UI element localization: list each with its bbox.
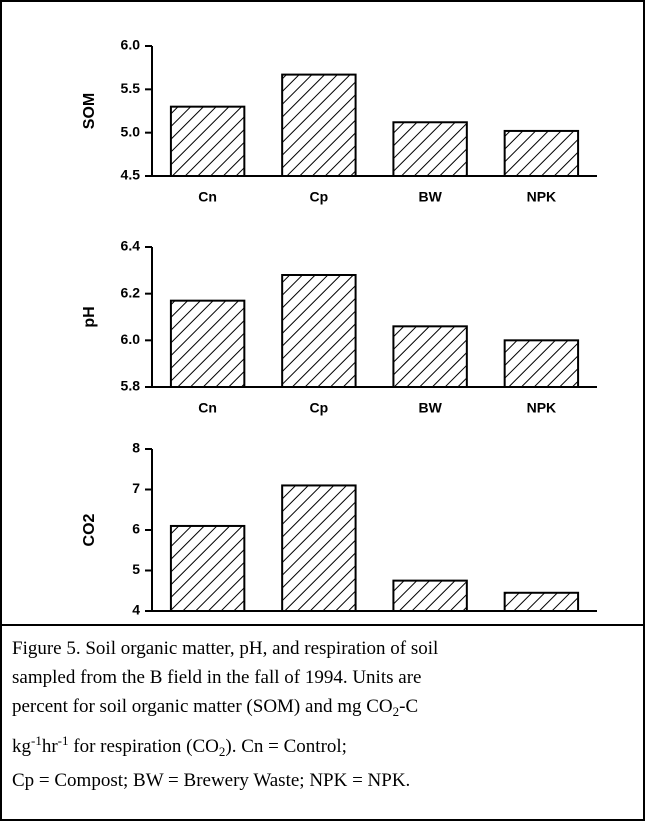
caption: Figure 5. Soil organic matter, pH, and r…: [2, 624, 643, 803]
caption-text: percent for soil organic matter (SOM) an…: [12, 696, 393, 717]
caption-text: sampled from the B field in the fall of …: [12, 667, 422, 688]
caption-superscript: -1: [31, 733, 42, 748]
bar: [503, 129, 580, 177]
y-tick-label: 6.2: [121, 284, 141, 300]
x-tick-label: NPK: [527, 400, 557, 416]
caption-subscript: 2: [218, 744, 226, 759]
x-tick-label: Cp: [310, 189, 329, 205]
bar: [503, 339, 580, 389]
caption-line: sampled from the B field in the fall of …: [12, 663, 633, 692]
bar: [281, 73, 357, 177]
caption-superscript: -1: [57, 733, 69, 748]
bar: [392, 325, 468, 389]
y-axis-label: SOM: [81, 93, 98, 129]
x-tick-label: Cn: [198, 400, 217, 416]
y-tick-label: 4: [132, 602, 140, 618]
y-tick-label: 7: [132, 480, 140, 496]
x-tick-label: NPK: [527, 189, 557, 205]
y-tick-label: 5.8: [121, 378, 141, 394]
y-tick-label: 6.0: [121, 37, 141, 53]
y-tick-label: 4.5: [121, 167, 141, 183]
y-axis-label: CO2: [81, 513, 98, 546]
x-tick-label: BW: [418, 189, 442, 205]
x-tick-label: BW: [418, 400, 442, 416]
bar: [281, 274, 357, 388]
y-tick-label: 5.0: [121, 123, 141, 139]
caption-line: kg-1hr-1 for respiration (CO2). Cn = Con…: [12, 726, 633, 766]
y-tick-label: 6.0: [121, 331, 141, 347]
caption-line: Cp = Compost; BW = Brewery Waste; NPK = …: [12, 766, 633, 795]
bar: [169, 105, 246, 177]
caption-text: kg: [12, 736, 31, 757]
charts: 4.5 5.0 5.5 6.0 SOM Cn Cp BW NPK 5.8 6.0 6.2 6.4 pH Cn…: [81, 37, 597, 624]
bar: [169, 524, 246, 613]
bar: [503, 591, 580, 613]
y-tick-label: 6.4: [121, 238, 141, 254]
bar: [392, 579, 468, 612]
bar: [281, 484, 357, 613]
caption-text: Figure 5. Soil organic matter, pH, and r…: [12, 638, 439, 659]
y-tick-label: 8: [132, 440, 140, 456]
bar: [169, 299, 246, 388]
x-tick-label: Cn: [198, 189, 217, 205]
caption-line: Figure 5. Soil organic matter, pH, and r…: [12, 634, 633, 663]
y-axis-label: pH: [81, 306, 98, 327]
bar: [392, 121, 468, 178]
caption-text: -C: [399, 696, 419, 717]
x-tick-label: Cp: [310, 400, 329, 416]
caption-text: for respiration (CO: [68, 736, 219, 757]
caption-text: Cp = Compost; BW = Brewery Waste; NPK = …: [12, 770, 411, 791]
caption-text: ). Cn = Control;: [225, 736, 347, 757]
y-tick-label: 5.5: [121, 80, 141, 96]
caption-subscript: 2: [392, 704, 400, 719]
y-tick-label: 5: [132, 561, 140, 577]
caption-line: percent for soil organic matter (SOM) an…: [12, 692, 633, 726]
caption-text: hr: [41, 736, 58, 757]
y-tick-label: 6: [132, 521, 140, 537]
